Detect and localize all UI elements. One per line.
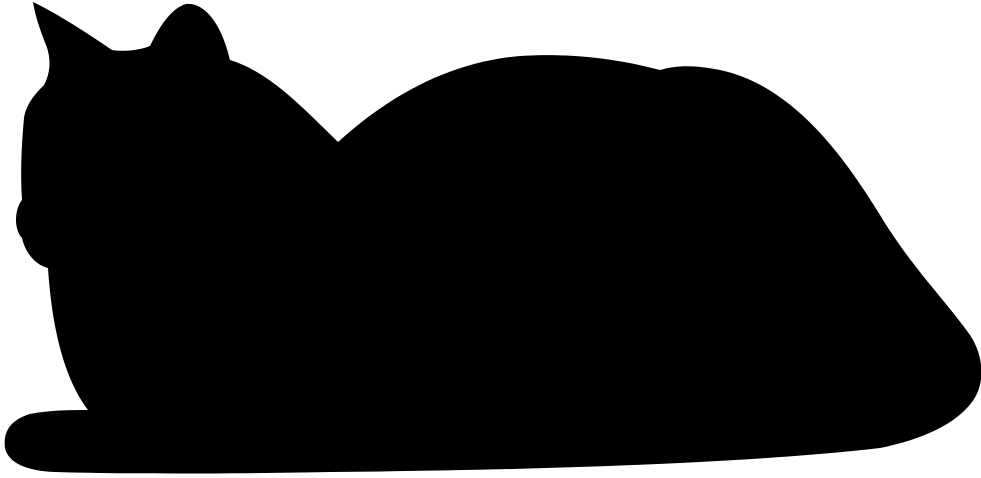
cat-body-shape	[4, 2, 981, 474]
